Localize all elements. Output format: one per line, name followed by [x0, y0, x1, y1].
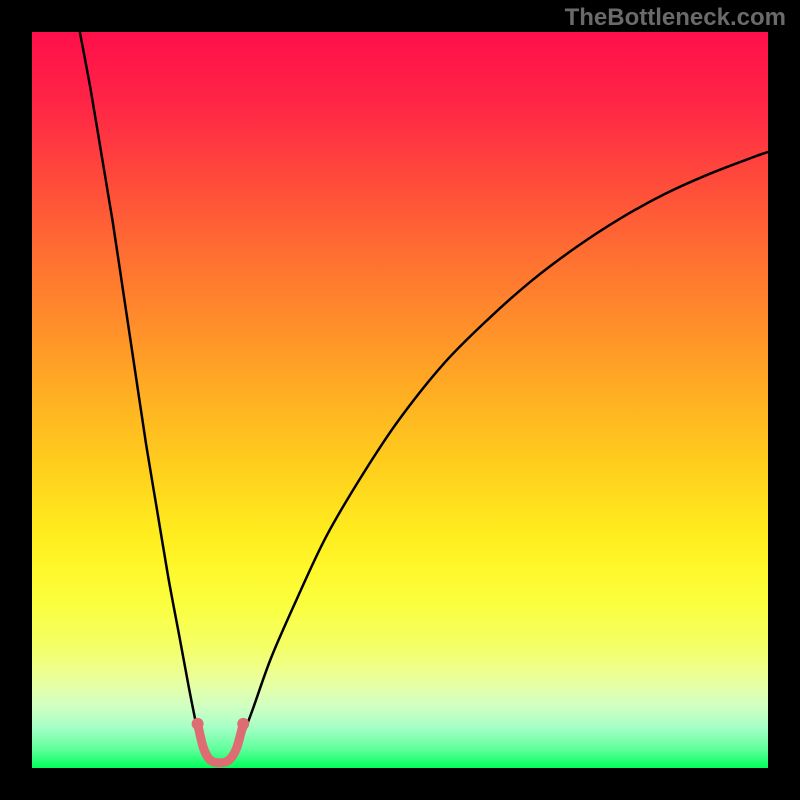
chart-container: TheBottleneck.com: [0, 0, 800, 800]
bottom-dip-end-dot: [192, 718, 204, 730]
plot-area: [32, 32, 768, 768]
bottleneck-curve-chart: [0, 0, 800, 800]
watermark-label: TheBottleneck.com: [565, 4, 786, 32]
bottom-dip-end-dot: [237, 718, 249, 730]
